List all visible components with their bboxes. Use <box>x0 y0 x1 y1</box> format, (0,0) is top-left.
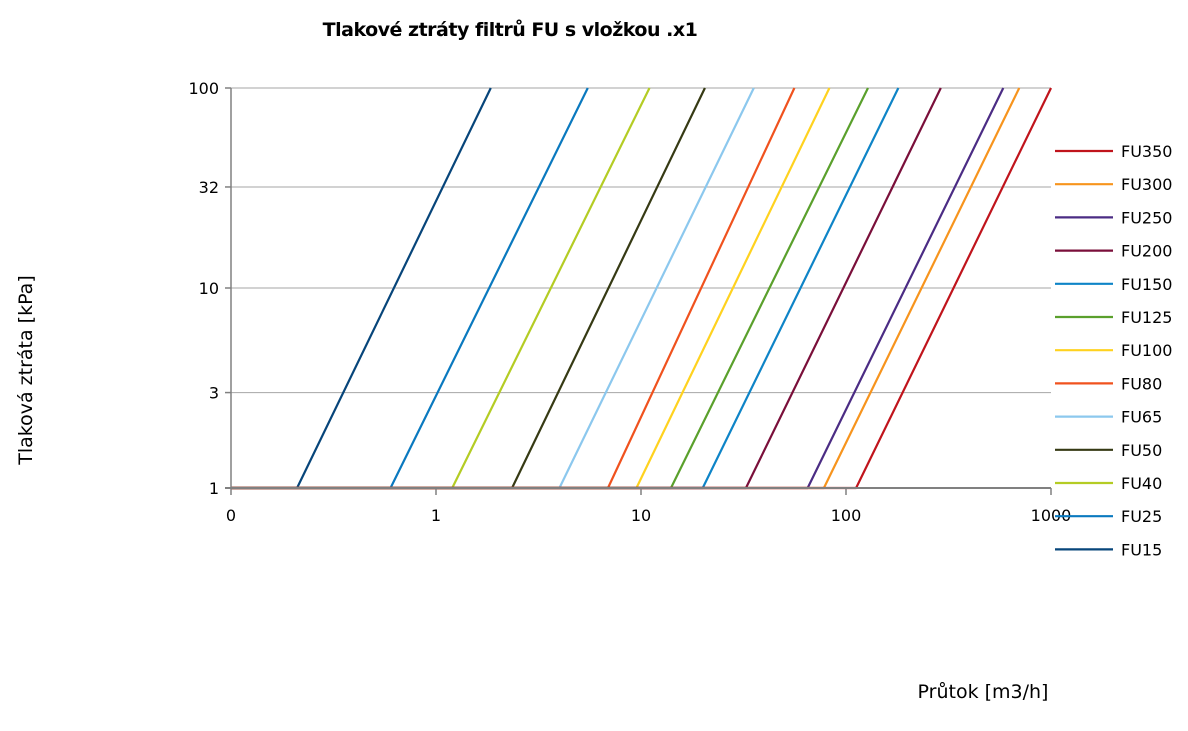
legend-label-fu200: FU200 <box>1121 242 1172 261</box>
legend-label-fu125: FU125 <box>1121 308 1172 327</box>
chart-title: Tlakové ztráty filtrů FU s vložkou .x1 <box>323 18 698 41</box>
legend-label-fu15: FU15 <box>1121 540 1162 559</box>
legend-label-fu50: FU50 <box>1121 441 1162 460</box>
x-tick-labels: 0 1 10 100 1000 <box>226 506 1071 525</box>
legend-label-fu80: FU80 <box>1121 374 1162 393</box>
legend-label-fu40: FU40 <box>1121 474 1162 493</box>
x-tick-label: 100 <box>831 506 862 525</box>
y-tick-label: 32 <box>199 178 219 197</box>
axes <box>225 87 1052 495</box>
y-tick-label: 3 <box>209 384 219 403</box>
x-tick-label: 1000 <box>1031 506 1072 525</box>
legend-label-fu150: FU150 <box>1121 275 1172 294</box>
legend-label-fu100: FU100 <box>1121 341 1172 360</box>
legend-label-fu350: FU350 <box>1121 142 1172 161</box>
legend: FU350 FU300 FU250 FU200 FU150 FU125 FU100 FU80 F… <box>1055 142 1172 559</box>
legend-label-fu300: FU300 <box>1121 175 1172 194</box>
y-tick-labels: 1 3 10 32 100 <box>188 79 219 498</box>
legend-label-fu65: FU65 <box>1121 408 1162 427</box>
x-tick-label: 1 <box>431 506 441 525</box>
x-tick-label: 0 <box>226 506 236 525</box>
gridlines <box>231 87 1051 394</box>
y-axis-label: Tlaková ztráta [kPa] <box>15 275 37 466</box>
y-tick-label: 100 <box>188 79 219 98</box>
legend-label-fu25: FU25 <box>1121 507 1162 526</box>
y-tick-label: 1 <box>209 479 219 498</box>
x-tick-label: 10 <box>631 506 651 525</box>
y-tick-label: 10 <box>199 279 219 298</box>
legend-label-fu250: FU250 <box>1121 208 1172 227</box>
x-axis-label: Průtok [m3/h] <box>918 681 1049 703</box>
